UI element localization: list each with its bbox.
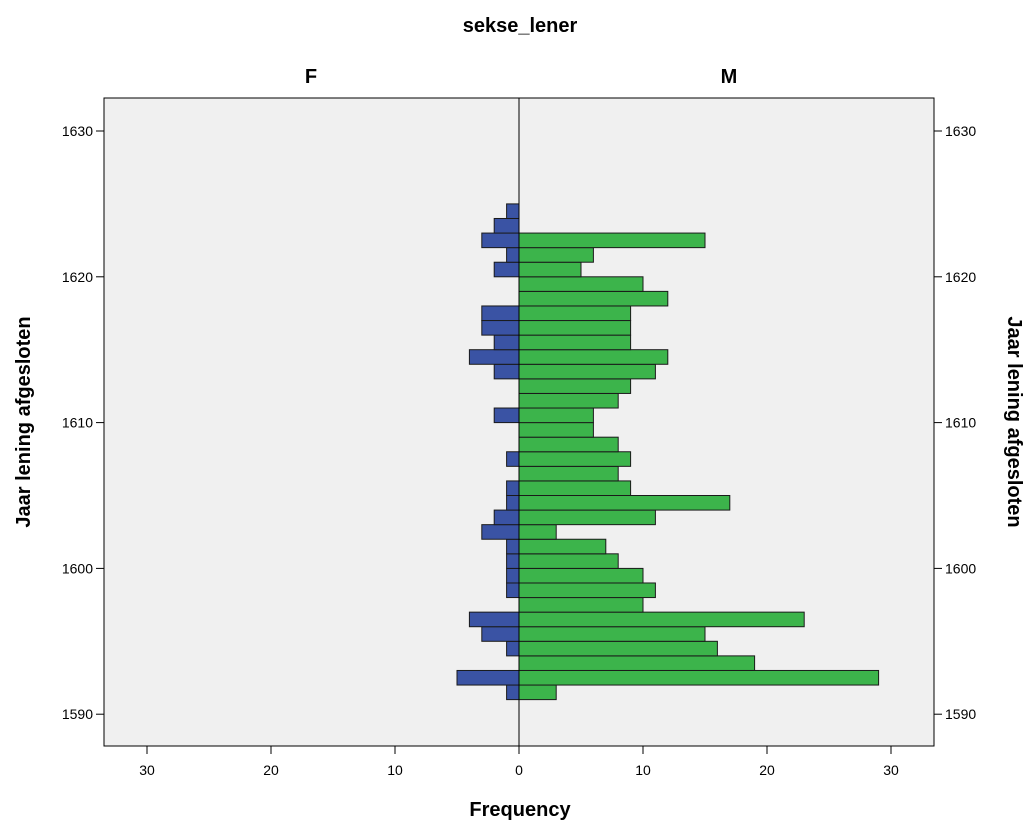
panel-label-female: F bbox=[305, 66, 317, 88]
bar-female-1598 bbox=[506, 582, 520, 599]
y-tick-label-left-1600: 1600 bbox=[62, 560, 93, 576]
bar-male-1608 bbox=[518, 436, 619, 453]
bar-male-1610 bbox=[518, 407, 594, 424]
bar-male-1598 bbox=[518, 582, 656, 599]
bar-female-1604 bbox=[506, 495, 520, 511]
y-tick-label-left-1620: 1620 bbox=[62, 269, 93, 285]
bar-female-1602 bbox=[481, 524, 520, 540]
bar-female-1615 bbox=[493, 334, 520, 351]
x-tick-label-1: 20 bbox=[263, 762, 279, 778]
y-tick-label-left-1610: 1610 bbox=[62, 415, 93, 431]
bar-female-1599 bbox=[506, 567, 520, 584]
bar-female-1594 bbox=[506, 640, 520, 657]
x-axis-label: Frequency bbox=[469, 799, 571, 821]
y-ticks-left: 1590 1600 1610 1620 1630 bbox=[62, 123, 104, 722]
x-ticks: 30 20 10 0 10 20 30 bbox=[139, 746, 899, 778]
y-tick-label-right-1600: 1600 bbox=[945, 560, 976, 576]
bar-female-1613 bbox=[493, 363, 520, 380]
y-tick-label-left-1590: 1590 bbox=[62, 706, 93, 722]
bar-male-1614 bbox=[518, 349, 669, 365]
bar-male-1616 bbox=[518, 320, 632, 336]
bar-male-1606 bbox=[518, 465, 619, 482]
y-tick-label-left-1630: 1630 bbox=[62, 123, 93, 139]
panel-label-male: M bbox=[721, 66, 738, 88]
bar-female-1622 bbox=[481, 232, 520, 249]
bar-male-1618 bbox=[518, 290, 669, 307]
bar-male-1593 bbox=[518, 655, 756, 671]
bar-female-1614 bbox=[468, 349, 520, 365]
bar-female-1600 bbox=[506, 553, 520, 569]
bar-male-1615 bbox=[518, 334, 632, 351]
bar-female-1620 bbox=[493, 261, 520, 278]
bar-male-1594 bbox=[518, 640, 718, 657]
bar-male-1597 bbox=[518, 597, 644, 613]
x-tick-label-4: 10 bbox=[635, 762, 651, 778]
y-axis-label-right: Jaar lening afgesloten bbox=[1003, 316, 1025, 527]
y-axis-label-left: Jaar lening afgesloten bbox=[13, 316, 35, 527]
bar-female-1616 bbox=[481, 320, 520, 336]
bar-male-1612 bbox=[518, 378, 632, 394]
bar-male-1592 bbox=[518, 669, 880, 686]
x-tick-label-3: 0 bbox=[515, 762, 523, 778]
bar-male-1622 bbox=[518, 232, 706, 249]
bar-female-1610 bbox=[493, 407, 520, 424]
bar-female-1596 bbox=[468, 611, 520, 628]
y-tick-label-right-1610: 1610 bbox=[945, 415, 976, 431]
chart-title: sekse_lener bbox=[463, 15, 578, 37]
bar-male-1604 bbox=[518, 495, 731, 511]
bar-female-1595 bbox=[481, 626, 520, 642]
bar-male-1603 bbox=[518, 509, 656, 526]
bar-male-1620 bbox=[518, 261, 582, 278]
bar-female-1605 bbox=[506, 480, 520, 497]
y-tick-label-right-1590: 1590 bbox=[945, 706, 976, 722]
bar-male-1596 bbox=[518, 611, 805, 628]
bar-male-1605 bbox=[518, 480, 632, 497]
bar-male-1607 bbox=[518, 451, 632, 467]
bar-male-1619 bbox=[518, 276, 644, 292]
bar-male-1599 bbox=[518, 567, 644, 584]
bar-female-1617 bbox=[481, 305, 520, 322]
bar-male-1621 bbox=[518, 247, 594, 263]
x-tick-label-2: 10 bbox=[387, 762, 403, 778]
bar-male-1611 bbox=[518, 392, 619, 409]
bar-male-1595 bbox=[518, 626, 706, 642]
x-tick-label-0: 30 bbox=[139, 762, 155, 778]
bar-female-1603 bbox=[493, 509, 520, 526]
y-ticks-right: 1590 1600 1610 1620 1630 bbox=[934, 123, 976, 722]
bar-male-1601 bbox=[518, 538, 607, 555]
bar-female-1592 bbox=[456, 669, 520, 686]
bar-female-1621 bbox=[506, 247, 520, 263]
bar-female-1591 bbox=[506, 684, 520, 701]
bar-female-1607 bbox=[506, 451, 520, 467]
bar-male-1613 bbox=[518, 363, 656, 380]
x-tick-label-5: 20 bbox=[759, 762, 775, 778]
bar-female-1601 bbox=[506, 538, 520, 555]
x-tick-label-6: 30 bbox=[883, 762, 899, 778]
bar-male-1591 bbox=[518, 684, 557, 701]
bar-male-1602 bbox=[518, 524, 557, 540]
bar-male-1617 bbox=[518, 305, 632, 322]
bars-group bbox=[456, 203, 880, 701]
bar-female-1624 bbox=[506, 203, 520, 219]
bar-female-1623 bbox=[493, 217, 520, 234]
bar-male-1609 bbox=[518, 422, 594, 438]
y-tick-label-right-1630: 1630 bbox=[945, 123, 976, 139]
y-tick-label-right-1620: 1620 bbox=[945, 269, 976, 285]
bar-male-1600 bbox=[518, 553, 619, 569]
